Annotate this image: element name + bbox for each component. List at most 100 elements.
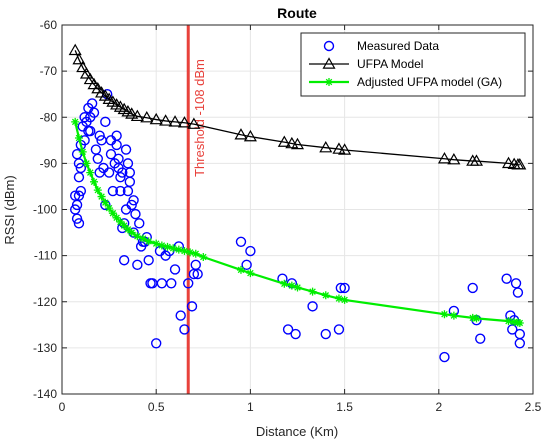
y-tick-label: -110: [34, 249, 57, 263]
data-point: [437, 152, 451, 164]
data-point: [144, 237, 153, 246]
legend-label: Adjusted UFPA model (GA): [357, 75, 502, 89]
data-point: [157, 241, 166, 250]
data-point: [512, 287, 524, 298]
data-point: [447, 152, 461, 165]
data-point: [115, 172, 126, 183]
data-point: [308, 287, 317, 296]
data-point: [118, 255, 130, 266]
data-point: [319, 140, 333, 153]
threshold-label: Threshold -108 dBm: [192, 59, 207, 177]
data-point: [105, 148, 117, 160]
data-point: [71, 213, 83, 224]
data-point: [339, 282, 350, 294]
data-point: [177, 116, 191, 128]
data-point: [504, 317, 513, 326]
legend-entry: Adjusted UFPA model (GA): [309, 75, 502, 89]
data-point: [133, 232, 142, 241]
data-point: [192, 268, 203, 280]
data-point: [287, 281, 296, 290]
data-point: [101, 198, 110, 207]
data-point: [82, 159, 91, 168]
data-point: [280, 279, 289, 288]
y-tick-label: -90: [40, 156, 58, 170]
data-point: [180, 247, 189, 256]
data-point: [241, 259, 252, 271]
data-point: [79, 67, 94, 79]
data-point: [152, 239, 161, 248]
data-point: [307, 301, 318, 312]
x-tick-label: 2: [435, 400, 442, 414]
data-point: [116, 217, 125, 226]
data-point: [134, 218, 145, 229]
data-point: [234, 128, 248, 140]
data-point: [501, 273, 512, 284]
data-point: [150, 338, 162, 349]
x-tick-label: 2.5: [525, 400, 542, 414]
data-point: [115, 185, 126, 197]
data-point: [282, 324, 294, 335]
legend-label: UFPA Model: [357, 57, 423, 71]
data-point: [467, 282, 478, 294]
data-point: [75, 185, 87, 197]
data-point: [475, 333, 486, 344]
data-point: [76, 60, 90, 73]
data-point: [163, 242, 172, 251]
data-point: [174, 245, 183, 254]
legend: Measured Data UFPA Model Adjusted UFPA mod…: [300, 32, 526, 97]
data-point: [79, 112, 90, 123]
data-point: [472, 314, 481, 323]
data-point: [126, 199, 137, 211]
series-3: [71, 117, 524, 327]
data-point: [105, 204, 114, 213]
data-point: [127, 228, 136, 237]
data-point: [166, 278, 177, 289]
data-point: [86, 168, 95, 177]
data-point: [243, 129, 257, 142]
y-tick-label: -130: [33, 341, 57, 355]
data-point: [236, 265, 245, 274]
legend-entry: Measured Data: [323, 39, 439, 53]
data-point: [175, 310, 186, 321]
data-point: [293, 283, 302, 292]
chart-title: Route: [277, 5, 317, 21]
data-point: [139, 234, 148, 243]
data-point: [440, 310, 449, 319]
data-point: [90, 177, 99, 186]
data-point: [73, 218, 85, 229]
data-point: [513, 158, 527, 170]
data-point: [140, 111, 154, 123]
data-point: [88, 107, 100, 118]
data-point: [120, 144, 132, 155]
data-point: [100, 116, 111, 128]
legend-label: Measured Data: [357, 39, 439, 53]
data-point: [320, 328, 331, 340]
x-tick-label: 0.5: [148, 400, 165, 414]
data-point: [290, 328, 301, 340]
data-point: [514, 328, 526, 340]
axes: 0 0.5 1 1.5 2 2.5 -140 -130 -120 -110 -100 -90 -80 -7…: [33, 18, 542, 414]
data-point: [338, 143, 352, 155]
y-tick-label: -140: [33, 387, 57, 401]
x-tick-label: 1.5: [336, 400, 353, 414]
data-point: [97, 192, 106, 201]
data-point: [186, 248, 195, 257]
x-tick-label: 0: [59, 400, 66, 414]
data-point: [113, 153, 124, 164]
data-point: [111, 130, 122, 141]
data-point: [191, 249, 200, 258]
data-point: [183, 278, 194, 289]
data-point: [72, 52, 86, 65]
data-point: [199, 253, 208, 262]
data-point: [125, 107, 139, 119]
series-2: [68, 43, 527, 170]
data-point: [469, 154, 484, 166]
data-point: [83, 72, 97, 85]
data-point: [169, 244, 178, 253]
data-point: [94, 130, 105, 141]
data-point: [103, 167, 115, 178]
data-point: [92, 153, 103, 164]
data-point: [132, 259, 143, 271]
data-point: [128, 195, 139, 206]
